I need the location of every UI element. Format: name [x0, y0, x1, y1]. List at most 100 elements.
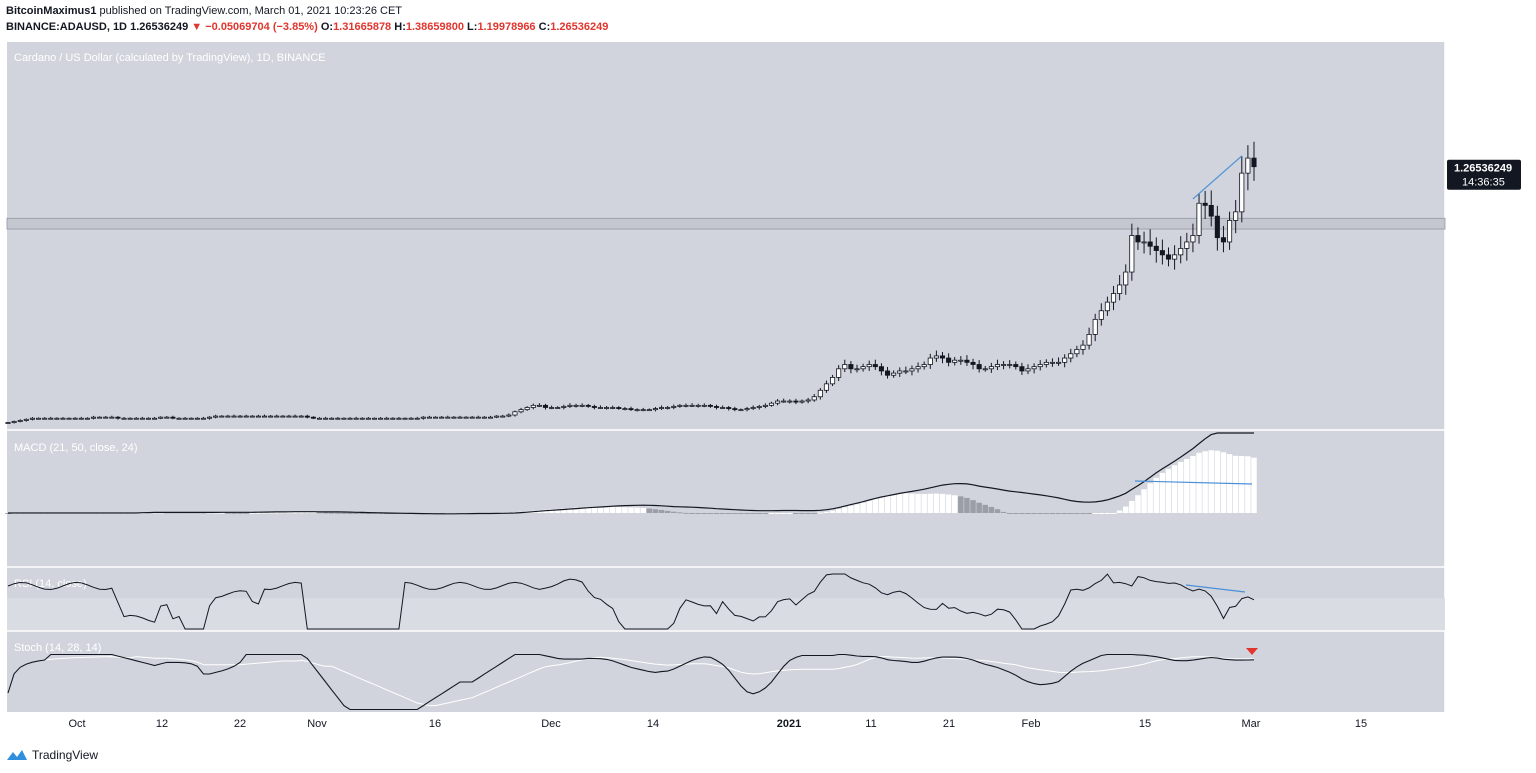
candle-body-165 [1013, 364, 1019, 368]
candle-body-101 [622, 408, 628, 410]
candle-body-23 [145, 417, 152, 420]
candle-body-192 [1178, 247, 1184, 256]
macd-hist-bar-131 [805, 513, 811, 514]
macd-hist-bar-149 [915, 493, 921, 513]
candle-body-110 [677, 404, 683, 407]
macd-hist-bar-197 [1208, 450, 1214, 513]
candle-body-74 [457, 416, 463, 419]
candle-body-105 [646, 409, 652, 412]
candle-body-93 [573, 404, 579, 407]
candle-body-104 [640, 409, 646, 412]
candle-body-20 [127, 417, 133, 420]
candle-body-175 [1074, 349, 1080, 355]
price-tick-0: 1.60000000 [1452, 91, 1510, 103]
macd-hist-bar-112 [689, 513, 695, 514]
stoch-tick-1: 40.00 [1452, 699, 1480, 711]
macd-hist-bar-122 [750, 513, 756, 514]
macd-hist-bar-49 [304, 512, 311, 514]
candle-body-102 [628, 408, 634, 411]
publisher-name[interactable]: BitcoinMaximus1 [6, 5, 97, 17]
price-axis-background [1445, 42, 1536, 740]
candle-body-201 [1233, 211, 1239, 221]
macd-hist-bar-39 [243, 512, 249, 514]
candle-body-19 [121, 417, 127, 420]
macd-hist-bar-113 [695, 513, 701, 514]
macd-hist-bar-183 [1122, 506, 1129, 513]
tradingview-brand[interactable]: TradingView [32, 748, 99, 762]
tradingview-logo-icon [7, 750, 27, 760]
sell-signal-triangle-icon [1246, 648, 1258, 655]
candle-body-96 [591, 406, 597, 408]
candle-body-97 [597, 407, 603, 409]
candle-body-190 [1165, 254, 1172, 260]
macd-label: MACD (21, 50, close, 24) [14, 442, 138, 454]
candle-body-91 [561, 406, 567, 408]
currency-label: USD [1478, 50, 1499, 61]
macd-hist-bar-95 [585, 506, 591, 513]
candle-body-145 [891, 372, 897, 376]
macd-hist-bar-106 [652, 509, 659, 513]
macd-hist-bar-61 [377, 513, 384, 514]
candle-body-55 [341, 417, 347, 420]
candle-body-5 [36, 417, 42, 420]
macd-hist-bar-139 [854, 504, 860, 513]
macd-hist-bar-121 [744, 513, 750, 514]
candle-body-202 [1239, 172, 1245, 213]
candle-body-25 [158, 416, 164, 419]
macd-hist-bar-187 [1147, 483, 1153, 513]
macd-hist-bar-156 [958, 496, 964, 513]
candle-body-78 [481, 416, 487, 419]
candle-body-144 [884, 370, 891, 376]
macd-hist-bar-162 [994, 509, 1001, 513]
candle-body-132 [811, 396, 817, 401]
macd-hist-bar-189 [1159, 472, 1166, 513]
candle-body-112 [689, 404, 695, 407]
macd-hist-bar-190 [1165, 468, 1172, 513]
macd-hist-bar-153 [939, 493, 946, 513]
macd-hist-bar-167 [1025, 513, 1031, 514]
rsi-line [7, 573, 1255, 630]
candle-body-164 [1007, 364, 1013, 366]
macd-hist-bar-115 [707, 513, 714, 514]
candle-body-38 [237, 415, 243, 418]
rsi-tick-0: 80.00 [1452, 587, 1480, 599]
macd-hist-bar-181 [1110, 513, 1117, 514]
macd-hist-bar-144 [884, 495, 891, 513]
candle-body-127 [781, 400, 787, 403]
low-value: 1.19978966 [477, 21, 536, 33]
macd-hist-bar-37 [231, 512, 237, 514]
candle-body-193 [1184, 241, 1190, 249]
macd-hist-bar-136 [835, 509, 842, 513]
x-tick-7: 2021 [777, 718, 801, 730]
candle-body-71 [439, 416, 445, 419]
candle-body-155 [952, 359, 958, 363]
candle-body-82 [506, 414, 512, 417]
macd-hist-bar-168 [1031, 513, 1037, 514]
macd-hist-bar-155 [951, 495, 958, 513]
candle-body-42 [261, 415, 268, 418]
candle-body-103 [634, 409, 640, 412]
candle-body-123 [756, 406, 762, 408]
candle-body-204 [1251, 157, 1257, 168]
macd-hist-bar-147 [903, 493, 909, 513]
x-tick-5: Dec [541, 718, 561, 730]
candle-body-7 [48, 417, 54, 420]
close-value: 1.26536249 [550, 21, 609, 33]
macd-hist-bar-174 [1068, 513, 1074, 514]
macd-hist-bar-135 [829, 510, 836, 513]
candle-body-149 [915, 366, 921, 370]
candle-body-111 [683, 404, 689, 407]
macd-hist-bar-57 [353, 513, 359, 514]
macd-hist-bar-44 [273, 512, 280, 514]
macd-hist-bar-176 [1080, 513, 1086, 514]
candle-body-150 [921, 364, 927, 368]
candle-body-161 [988, 366, 994, 370]
candle-body-62 [384, 417, 390, 420]
candle-body-81 [500, 415, 506, 418]
last-price-label: 1.26536249 [1454, 163, 1512, 175]
candle-body-135 [830, 376, 836, 385]
candle-body-77 [475, 416, 481, 419]
candle-body-66 [408, 417, 414, 420]
macd-hist-bar-201 [1232, 455, 1239, 513]
